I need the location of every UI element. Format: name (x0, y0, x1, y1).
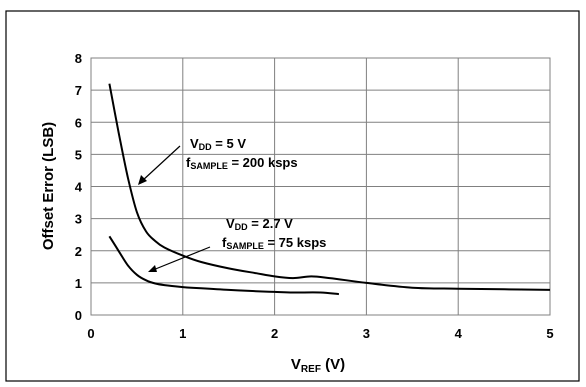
annotation-1-arrow (141, 145, 181, 182)
x-axis-title: VREF (V) (291, 356, 345, 375)
y-tick-label: 7 (75, 83, 82, 98)
x-axis-title-unit: (V) (321, 356, 345, 373)
y-axis-title: Offset Error (LSB) (40, 122, 57, 250)
x-tick-label: 1 (179, 326, 186, 341)
series-lines (108, 83, 551, 296)
x-tick-label: 2 (271, 326, 278, 341)
x-tick-labels: 0 1 2 3 4 5 (87, 326, 553, 341)
annotation-2-line1: VDD = 2.7 V (226, 216, 293, 232)
annotation-vdd-2p7v: VDD = 2.7 V fSAMPLE = 75 ksps (148, 216, 326, 272)
x-tick-label: 3 (363, 326, 370, 341)
annotation-1-line1: VDD = 5 V (190, 136, 246, 152)
series-line-1 (108, 83, 551, 291)
x-tick-label: 0 (87, 326, 94, 341)
annotation-2-arrowhead (148, 265, 157, 272)
y-tick-labels: 0 1 2 3 4 5 6 7 8 (75, 51, 83, 323)
annotation-vdd-5v: VDD = 5 V fSAMPLE = 200 ksps (138, 136, 298, 185)
y-tick-label: 4 (75, 180, 83, 195)
y-tick-label: 6 (75, 115, 82, 130)
y-tick-label: 1 (75, 276, 82, 291)
x-axis-title-sub: REF (301, 364, 321, 375)
annotation-1-arrowhead (138, 175, 147, 185)
annotation-2-line2: fSAMPLE = 75 ksps (222, 235, 326, 251)
y-tick-label: 0 (75, 308, 82, 323)
x-tick-label: 5 (546, 326, 553, 341)
x-axis-title-main: V (291, 356, 301, 373)
y-tick-label: 5 (75, 147, 82, 162)
x-tick-label: 4 (455, 326, 463, 341)
y-tick-label: 3 (75, 212, 82, 227)
grid (90, 57, 551, 316)
annotation-2-arrow (152, 246, 211, 271)
annotation-1-line2: fSAMPLE = 200 ksps (186, 155, 298, 171)
y-tick-label: 2 (75, 244, 82, 259)
series-line-2 (108, 235, 339, 296)
y-tick-label: 8 (75, 51, 82, 66)
